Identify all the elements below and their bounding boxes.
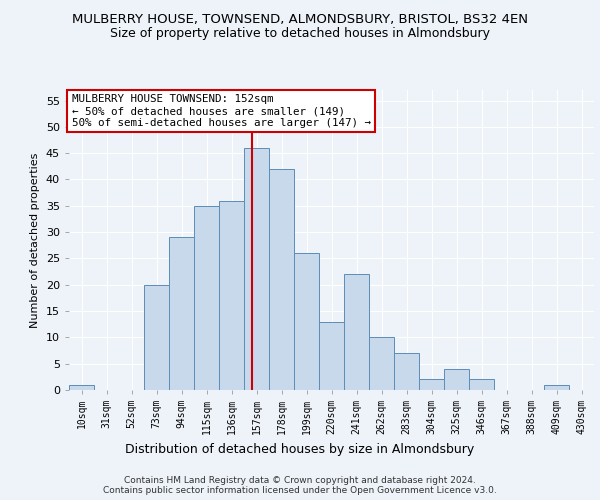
Bar (144, 284, 169, 390)
Bar (244, 148, 269, 390)
Bar (319, 322, 344, 390)
Bar (269, 169, 294, 390)
Text: MULBERRY HOUSE, TOWNSEND, ALMONDSBURY, BRISTOL, BS32 4EN: MULBERRY HOUSE, TOWNSEND, ALMONDSBURY, B… (72, 12, 528, 26)
Text: Contains HM Land Registry data © Crown copyright and database right 2024.
Contai: Contains HM Land Registry data © Crown c… (103, 476, 497, 495)
Text: MULBERRY HOUSE TOWNSEND: 152sqm
← 50% of detached houses are smaller (149)
50% o: MULBERRY HOUSE TOWNSEND: 152sqm ← 50% of… (71, 94, 371, 128)
Bar (394, 353, 419, 390)
Bar (194, 206, 219, 390)
Bar (544, 384, 569, 390)
Bar (444, 369, 469, 390)
Bar (169, 238, 194, 390)
Text: Distribution of detached houses by size in Almondsbury: Distribution of detached houses by size … (125, 442, 475, 456)
Bar (344, 274, 369, 390)
Bar (419, 380, 444, 390)
Bar (69, 384, 94, 390)
Bar (469, 380, 494, 390)
Bar (219, 200, 244, 390)
Y-axis label: Number of detached properties: Number of detached properties (30, 152, 40, 328)
Bar (369, 338, 394, 390)
Text: Size of property relative to detached houses in Almondsbury: Size of property relative to detached ho… (110, 28, 490, 40)
Bar (294, 253, 319, 390)
